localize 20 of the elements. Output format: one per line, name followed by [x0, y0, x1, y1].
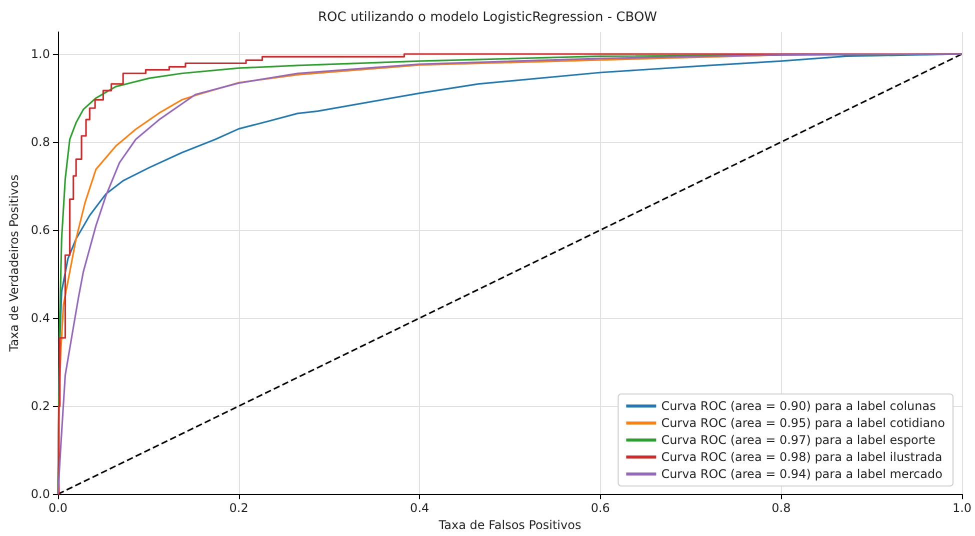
y-tick-label: 0.6 [30, 223, 50, 238]
y-tick-label: 0.8 [30, 135, 50, 150]
y-tick-label: 0.0 [30, 487, 50, 502]
x-tick-label: 1.0 [952, 501, 972, 516]
x-axis-title: Taxa de Falsos Positivos [438, 518, 582, 532]
x-tick-label: 0.4 [410, 501, 430, 516]
y-tick-label: 0.4 [30, 311, 50, 326]
legend-label: Curva ROC (area = 0.95) para a label cotidiano [661, 416, 945, 430]
x-tick-label: 0.8 [772, 501, 791, 516]
legend-label: Curva ROC (area = 0.94) para a label mercado [661, 467, 942, 481]
legend-label: Curva ROC (area = 0.90) para a label colunas [661, 399, 936, 413]
x-tick-label: 0.6 [590, 501, 610, 516]
y-axis-title: Taxa de Verdadeiros Positivos [7, 174, 22, 353]
x-tick-label: 0.2 [229, 501, 248, 516]
legend-label: Curva ROC (area = 0.97) para a label esporte [661, 433, 936, 447]
y-tick-label: 0.2 [30, 399, 50, 414]
y-tick-label: 1.0 [30, 47, 50, 62]
x-tick-label: 0.0 [48, 501, 68, 516]
legend-label: Curva ROC (area = 0.98) para a label ilustrada [661, 450, 942, 464]
chart-title: ROC utilizando o modelo LogisticRegression - CBOW [318, 10, 658, 25]
